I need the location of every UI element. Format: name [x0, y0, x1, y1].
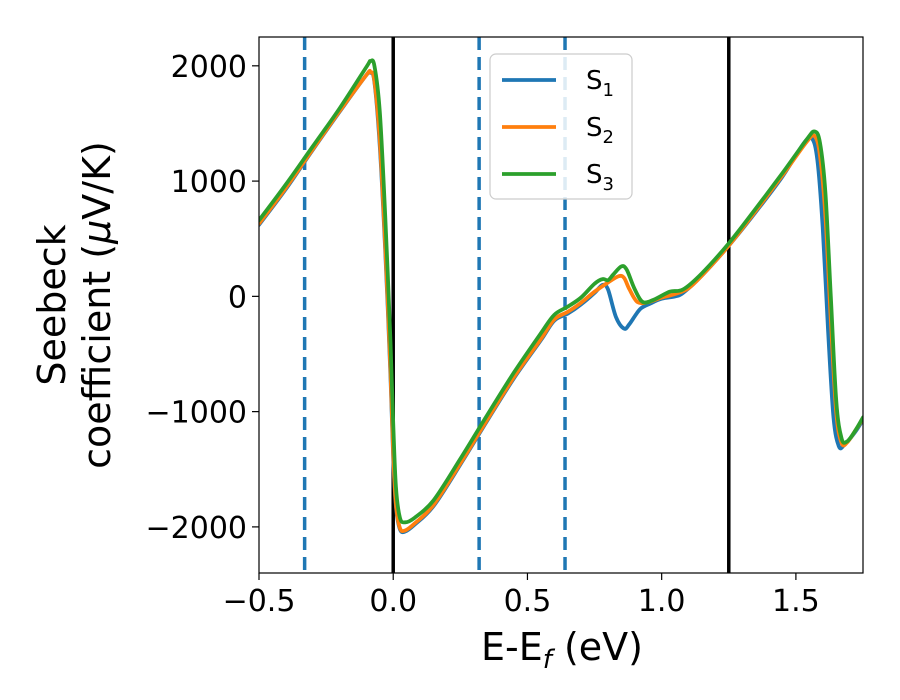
legend: S1 S2 S3	[489, 53, 633, 200]
y-tick-label: 1000	[171, 165, 247, 200]
x-tick-label: 0.5	[504, 584, 552, 619]
x-axis-title: E-Ef (eV)	[481, 625, 643, 675]
y-axis-title: Seebeck coefficient (μV/K)	[30, 141, 119, 469]
x-axis: −0.5 0.0 0.5 1.0 1.5	[223, 573, 820, 619]
y-tick-label: 2000	[171, 50, 247, 85]
x-tick-label: 1.5	[772, 584, 820, 619]
y-tick-label: −2000	[146, 511, 247, 546]
series-lines	[259, 58, 863, 535]
legend-label-s1: S1	[586, 66, 614, 101]
legend-label-s2: S2	[586, 113, 614, 148]
legend-box	[489, 53, 633, 200]
y-tick-label: 0	[228, 280, 247, 315]
series-line-s3	[259, 58, 863, 525]
y-axis: −2000 −1000 0 1000 2000	[146, 50, 259, 546]
x-tick-label: 1.0	[638, 584, 686, 619]
y-axis-title-line1: Seebeck	[30, 224, 74, 385]
y-tick-label: −1000	[146, 396, 247, 431]
x-tick-label: 0.0	[369, 584, 417, 619]
y-axis-title-line2: coefficient (μV/K)	[75, 141, 119, 469]
legend-label-s3: S3	[586, 160, 614, 195]
plot-frame	[258, 36, 864, 574]
x-tick-label: −0.5	[223, 584, 296, 619]
